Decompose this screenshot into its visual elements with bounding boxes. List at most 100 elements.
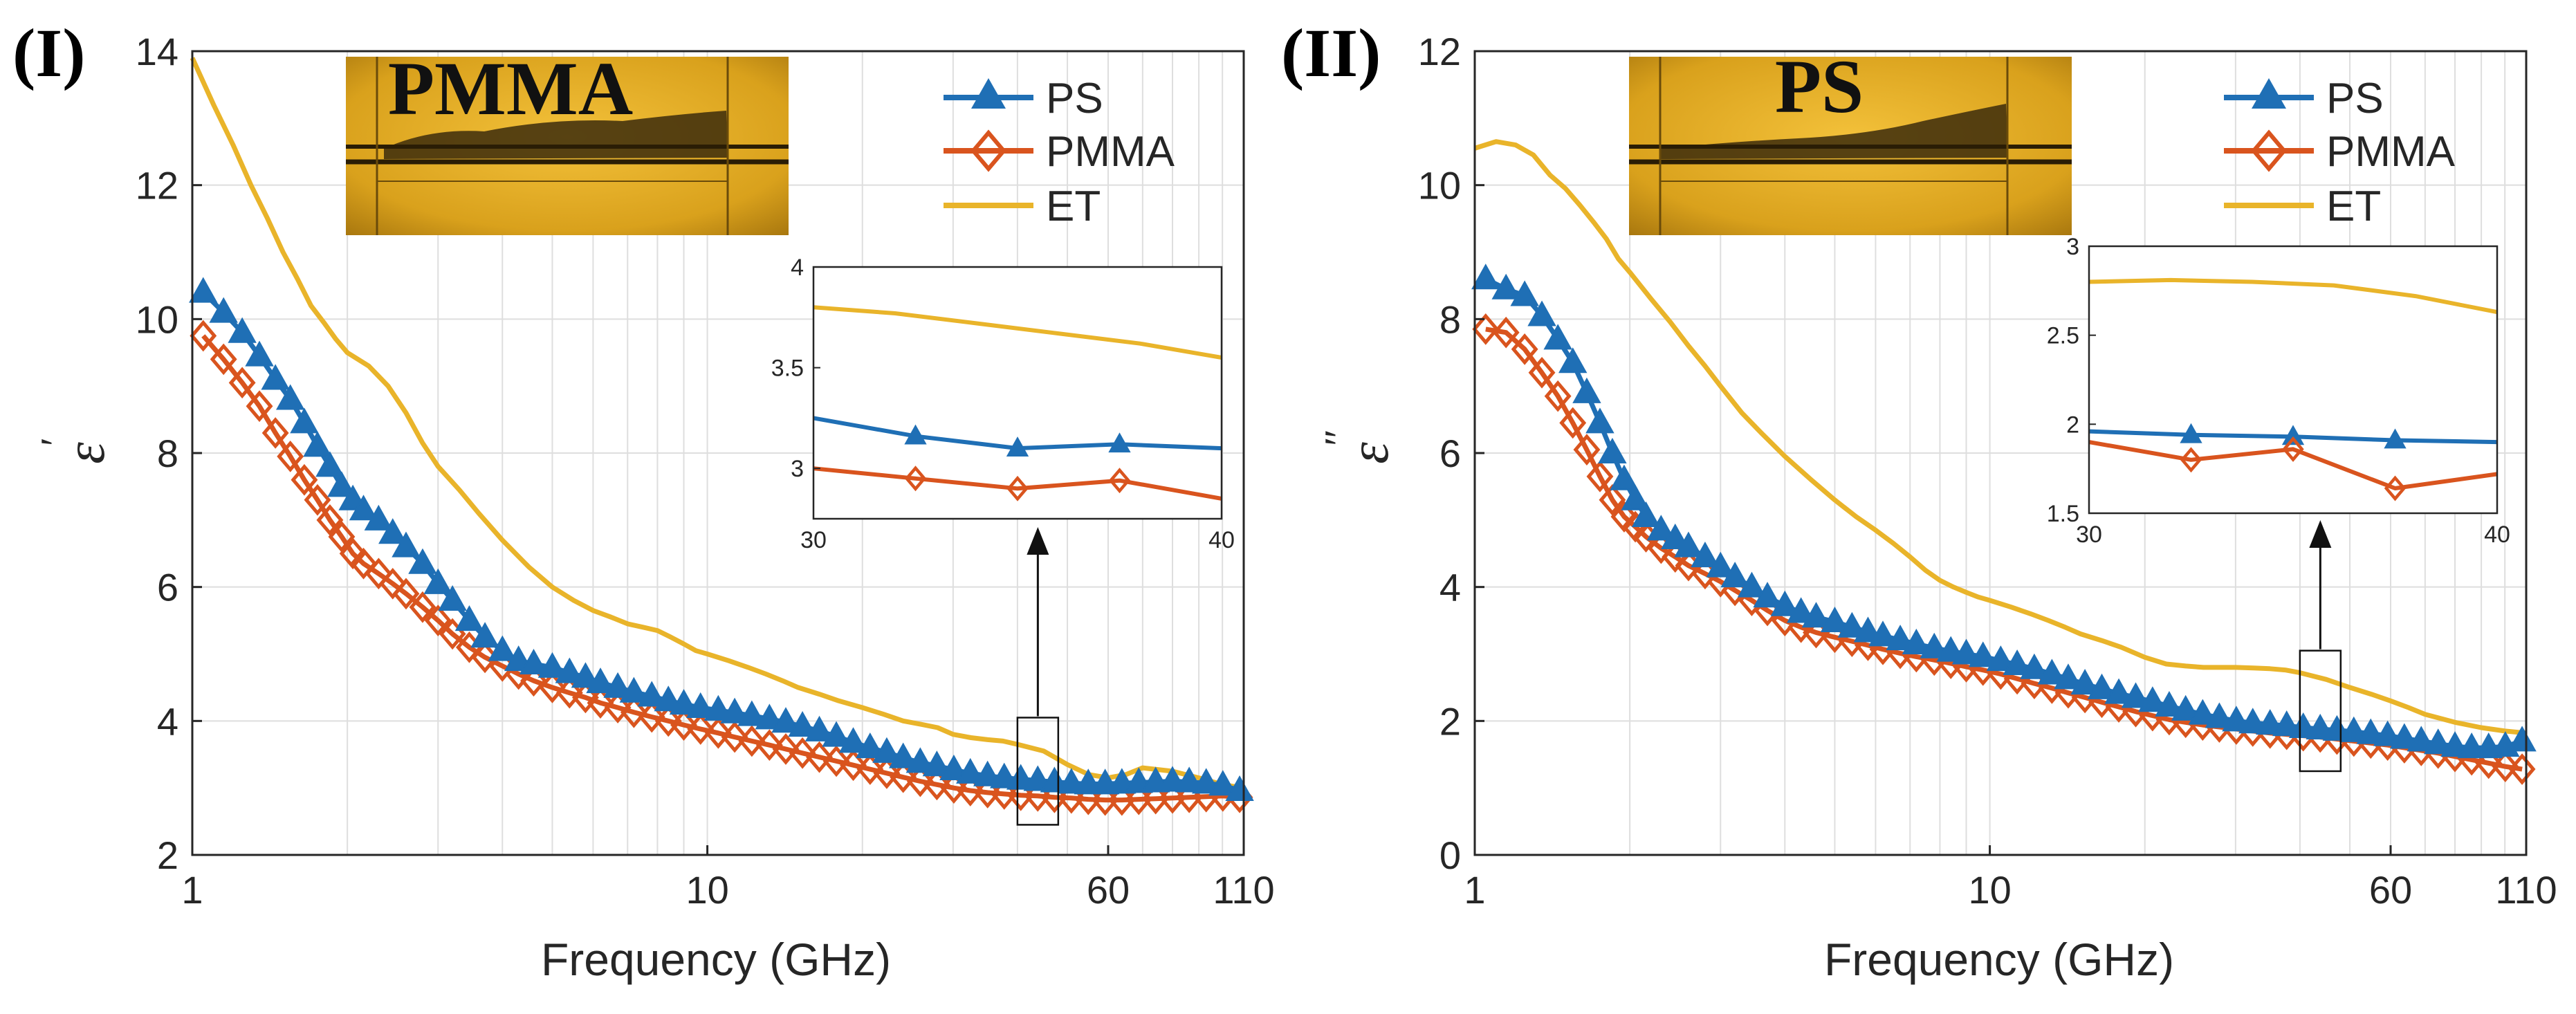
inset-line-pmma [813, 466, 1222, 501]
inset-y-tick-label: 2.5 [2047, 323, 2079, 349]
panel-1-inset-series [813, 305, 1222, 501]
ps-marker [2440, 731, 2469, 757]
y-tick-label: 10 [1418, 164, 1461, 208]
x-tick-label: 60 [2369, 868, 2412, 912]
ps-marker [905, 747, 935, 773]
inset-y-tick-label: 2 [2066, 412, 2079, 438]
pmma-marker [328, 521, 356, 553]
ps-marker [303, 431, 332, 457]
ps-marker [1820, 606, 1850, 633]
ps-marker [1868, 620, 1897, 647]
ps-marker [1674, 531, 1703, 557]
panel-1-inset: 30 40 3 3.5 4 [771, 255, 1235, 553]
pmma-marker [856, 753, 884, 785]
x-tick-label: 1 [1464, 868, 1485, 912]
pmma-marker [409, 591, 436, 623]
pmma-marker [587, 687, 614, 719]
ps-marker [686, 692, 715, 718]
series-line-et [1473, 139, 2527, 736]
ps-marker [1572, 377, 1601, 403]
ps-marker [2288, 712, 2318, 739]
ps-marker [822, 721, 851, 747]
ps-marker [1706, 551, 1735, 578]
ps-marker [2390, 723, 2419, 749]
ps-marker [1837, 611, 1867, 638]
pmma-marker [687, 713, 715, 745]
ps-marker [1225, 775, 1254, 802]
pmma-marker [1559, 407, 1587, 439]
ps-marker [261, 364, 290, 390]
ps-marker [804, 715, 834, 741]
pmma-marker [2475, 747, 2503, 780]
series-line-et [190, 57, 1244, 791]
legend-label-ps: PS [2326, 75, 2384, 122]
legend-label-ps: PS [1046, 75, 1103, 122]
pmma-marker [365, 557, 392, 590]
pmma-marker [304, 483, 331, 516]
ps-marker [1770, 590, 1799, 616]
zoom-arrow-head [1027, 527, 1049, 555]
ps-marker [2423, 728, 2453, 755]
ps-marker [2205, 702, 2234, 728]
ps-marker [1543, 324, 1572, 350]
pmma-marker [261, 417, 289, 449]
pmma-marker [755, 729, 783, 762]
pmma-marker [873, 757, 901, 789]
pmma-marker [822, 745, 850, 777]
legend-label-et: ET [1046, 183, 1101, 230]
ps-marker [703, 694, 733, 721]
panel-2-inset: 30 40 1.5 2 2.5 3 [2047, 234, 2510, 548]
panel-1-series [189, 57, 1254, 816]
ps-marker [1471, 264, 1500, 290]
pmma-marker [1610, 501, 1638, 533]
ps-marker [2138, 686, 2167, 712]
inset-line-pmma [2088, 440, 2498, 490]
y-tick-label: 12 [1418, 30, 1461, 73]
pmma-marker [246, 390, 273, 423]
ps-marker [856, 732, 885, 759]
ps-marker [2407, 726, 2436, 752]
ps-marker [1646, 515, 1676, 541]
inset-pmma-marker [2282, 436, 2304, 462]
ps-marker [555, 657, 585, 683]
pmma-marker [604, 692, 632, 723]
panel-2-inset-series [2088, 277, 2498, 501]
ps-marker [669, 689, 699, 715]
y-tick-label: 6 [1439, 432, 1461, 475]
ps-marker [720, 697, 749, 723]
y-tick-label: 0 [1439, 833, 1461, 877]
ps-marker [788, 711, 817, 737]
panel-2-ylabel: ε ″ [1316, 429, 1400, 464]
ps-marker [1920, 632, 1949, 658]
pmma-marker [379, 567, 407, 600]
inset-y-tick-label: 4 [791, 255, 804, 281]
ps-marker [956, 757, 985, 784]
x-tick-label: 110 [2495, 868, 2557, 912]
x-tick-label: 110 [1213, 868, 1274, 912]
pmma-marker [1074, 783, 1102, 815]
pmma-marker [228, 367, 256, 399]
ps-marker [2255, 709, 2285, 735]
inset-pmma-marker [1108, 468, 1131, 494]
pmma-marker [1528, 356, 1556, 389]
y-tick-label: 6 [157, 566, 178, 609]
pmma-marker [1544, 380, 1572, 412]
ps-marker [1886, 625, 1915, 651]
ps-marker [438, 584, 467, 611]
y-tick-label: 4 [157, 699, 178, 743]
ps-marker [2020, 653, 2049, 679]
pmma-marker [704, 717, 732, 749]
legend-label-pmma: PMMA [1046, 128, 1175, 176]
pmma-marker [738, 725, 766, 757]
ps-marker [939, 754, 968, 781]
ps-marker [1023, 765, 1052, 791]
pmma-marker [555, 676, 583, 709]
pmma-marker [424, 605, 452, 636]
panel-2-zoom-indicator [2299, 520, 2342, 773]
pmma-marker [806, 741, 833, 773]
ps-marker [1621, 484, 1650, 510]
panel-1-xlabel: Frequency (GHz) [541, 934, 891, 985]
ps-marker [603, 672, 632, 698]
ps-marker [2188, 699, 2218, 725]
